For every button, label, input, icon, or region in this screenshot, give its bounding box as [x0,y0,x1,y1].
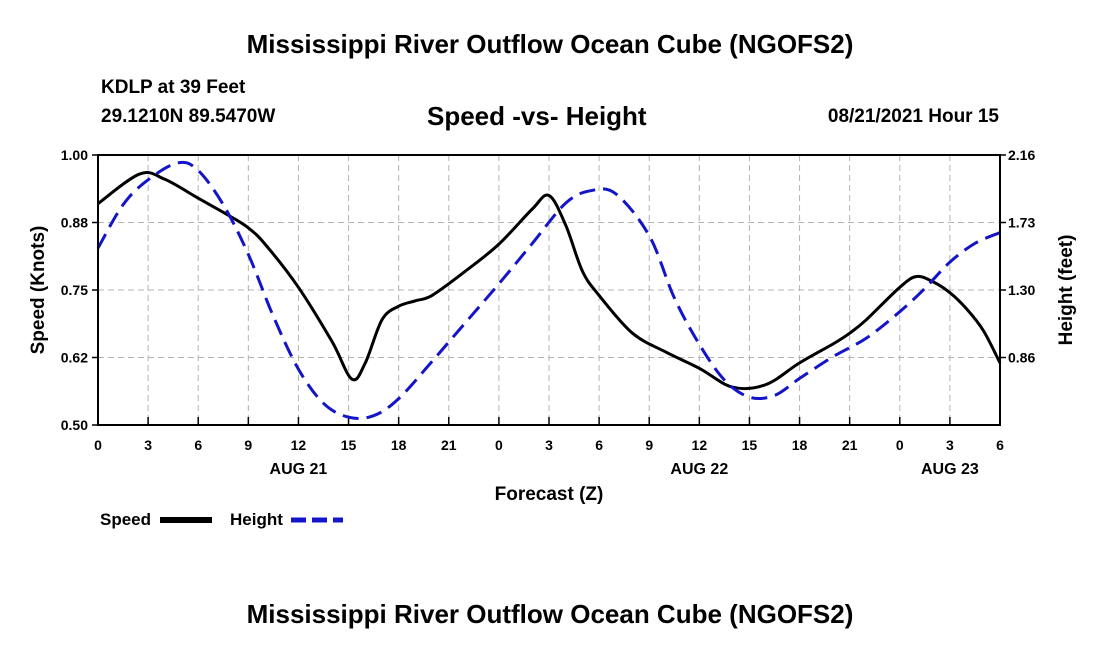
x-tick-label: 21 [441,437,457,453]
x-tick-label: 0 [94,437,102,453]
x-tick-label: 15 [742,437,758,453]
x-axis-ticks: 0 3 6 9 12 15 18 21 0 3 6 9 12 15 18 21 0 3 6 AUG 21 AUG 22 A… [94,417,1004,478]
speed-series-line [97,171,1002,391]
x-tick-label: 18 [391,437,407,453]
footer-title: Mississippi River Outflow Ocean Cube (NG… [246,599,854,629]
y-axis-label-right: Height (feet) [1056,235,1077,346]
y-tick-label: 0.75 [61,282,88,298]
x-axis-label: Forecast (Z) [495,484,604,505]
y-right-tick-label: 2.16 [1008,147,1035,163]
x-tick-label: 6 [194,437,202,453]
x-tick-label: 3 [144,437,152,453]
chart-subtitle: Speed -vs- Height [427,101,647,131]
legend-height-label: Height [230,510,283,529]
station-coordinates: 29.1210N 89.5470W [101,106,276,127]
y-tick-label: 0.88 [61,215,88,231]
chart-title: Mississippi River Outflow Ocean Cube (NG… [246,29,854,59]
x-tick-label: 12 [291,437,307,453]
x-tick-label: 21 [842,437,858,453]
y-right-tick-label: 1.73 [1008,215,1035,231]
plot-frame [97,154,1001,426]
y-tick-label: 1.00 [61,147,88,163]
x-date-label: AUG 23 [921,461,979,478]
x-tick-label: 9 [645,437,653,453]
y-right-tick-label: 1.30 [1008,282,1035,298]
forecast-datetime: 08/21/2021 Hour 15 [827,106,999,127]
x-tick-label: 18 [792,437,808,453]
x-tick-label: 15 [341,437,357,453]
y-right-tick-label: 0.86 [1008,350,1035,366]
station-label: KDLP at 39 Feet [101,77,246,98]
x-date-label: AUG 22 [670,461,728,478]
x-tick-label: 3 [545,437,553,453]
x-date-label: AUG 21 [270,461,328,478]
x-tick-label: 9 [244,437,252,453]
series-lines [96,160,1002,420]
x-tick-label: 6 [996,437,1004,453]
x-tick-label: 0 [896,437,904,453]
y-axis-label-left: Speed (Knots) [28,226,49,355]
x-tick-label: 6 [595,437,603,453]
x-tick-label: 12 [692,437,708,453]
y-tick-label: 0.50 [61,417,88,433]
legend-speed-label: Speed [100,510,151,529]
legend: Speed Height [100,510,343,529]
height-series-line [96,160,1001,420]
y-tick-label: 0.62 [61,350,88,366]
x-tick-label: 3 [946,437,954,453]
x-tick-label: 0 [495,437,503,453]
